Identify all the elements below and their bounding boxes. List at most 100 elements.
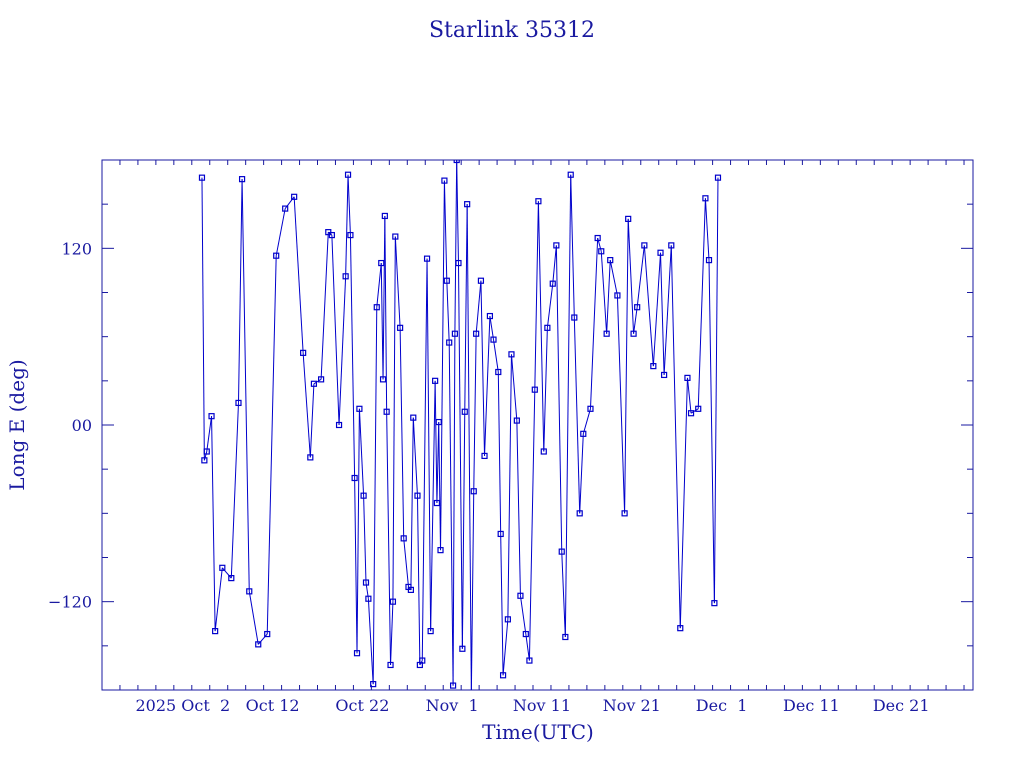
data-point — [370, 681, 377, 688]
data-point — [208, 413, 215, 420]
series-line-segment — [609, 260, 618, 296]
data-point — [614, 292, 621, 299]
data-point — [317, 376, 325, 383]
series-line-segment — [430, 380, 436, 632]
data-point — [347, 231, 354, 239]
y-tick-label: 120 — [61, 239, 92, 258]
y-tick-label: 00 — [72, 416, 92, 435]
data-point — [468, 689, 475, 690]
series-line-segment — [616, 295, 626, 514]
series-line-segment — [600, 251, 608, 334]
x-axis: 2025 Oct 2 Oct 12 Oct 22 Nov 1 Nov 11 Nov 21 D… — [101, 160, 965, 715]
data-point — [526, 657, 533, 664]
series-line-segment — [636, 245, 645, 308]
series-line-segment — [507, 354, 512, 620]
data-point — [634, 304, 641, 311]
data-point — [531, 386, 538, 393]
data-point — [255, 641, 262, 648]
data-point — [335, 421, 343, 429]
data-point — [714, 174, 722, 181]
series-line-segment — [456, 160, 459, 264]
series-line-segment — [384, 215, 388, 412]
series-line-segment — [525, 633, 530, 661]
series-line-segment — [502, 619, 509, 676]
series-line-segment — [589, 238, 599, 409]
data-point — [423, 255, 431, 262]
data-point — [414, 492, 421, 499]
series-line-segment — [660, 252, 665, 375]
data-point — [576, 510, 583, 517]
data-point — [407, 586, 414, 593]
series-line-segment — [461, 411, 466, 649]
series-line-segment — [380, 263, 384, 380]
series-line-segment — [412, 417, 418, 496]
series-line-segment — [446, 280, 450, 343]
data-point — [449, 682, 457, 689]
series-line-segment — [443, 180, 448, 281]
series-line-segment — [697, 198, 706, 409]
series-line-segment — [394, 236, 401, 328]
x-tick-label: Oct 22 — [335, 696, 389, 715]
series-line-segment — [345, 174, 349, 277]
series-group — [198, 160, 722, 690]
series-line-segment — [457, 263, 463, 649]
series-line-segment — [241, 179, 250, 592]
data-point — [198, 174, 206, 181]
series-line-segment — [686, 377, 692, 414]
series-line-segment — [347, 174, 351, 236]
series-line-segment — [489, 315, 494, 340]
data-point — [603, 330, 610, 337]
series-line-segment — [464, 204, 468, 412]
series-line-segment — [573, 317, 581, 514]
series-line-segment — [421, 258, 428, 661]
data-point — [499, 672, 507, 679]
series-line-segment — [537, 201, 545, 452]
series-line-segment — [690, 408, 699, 414]
data-point — [365, 595, 372, 602]
data-point — [455, 259, 462, 267]
series-line-segment — [230, 402, 239, 579]
data-point — [517, 592, 524, 599]
data-point — [362, 579, 370, 586]
series-line-segment — [358, 408, 365, 496]
y-axis: −120 00 120 — [48, 159, 973, 691]
data-point — [435, 418, 442, 426]
data-point — [481, 452, 488, 460]
series-line-segment — [416, 495, 421, 665]
data-point — [567, 171, 574, 178]
data-point — [433, 499, 441, 507]
data-point — [427, 628, 434, 635]
series-line-segment — [203, 451, 208, 461]
data-point — [360, 492, 367, 499]
series-line-segment — [237, 179, 243, 403]
data-point — [228, 575, 235, 582]
series-line-segment — [552, 245, 557, 284]
data-point — [580, 430, 587, 437]
data-point — [540, 448, 547, 455]
data-point — [378, 259, 385, 267]
data-point — [473, 330, 480, 337]
data-point — [437, 547, 444, 554]
data-point — [203, 448, 210, 455]
series-line-segment — [561, 551, 566, 638]
data-point — [201, 457, 208, 464]
series-line-segment — [367, 598, 374, 685]
data-point — [508, 351, 515, 358]
data-point — [310, 380, 318, 387]
data-point — [702, 195, 709, 202]
series-line-segment — [363, 495, 367, 583]
x-tick-label: Oct 12 — [246, 696, 300, 715]
data-point — [383, 408, 390, 415]
series-line-segment — [627, 218, 635, 334]
data-point — [432, 377, 439, 384]
data-point — [677, 625, 684, 632]
series-line-segment — [633, 307, 638, 334]
series-line-segment — [293, 196, 304, 353]
series-line-segment — [309, 383, 315, 458]
series-line-segment — [704, 198, 710, 261]
series-line-segment — [534, 201, 539, 390]
data-point — [522, 630, 529, 638]
data-point — [307, 454, 314, 461]
data-point — [379, 376, 387, 383]
data-point — [344, 171, 352, 178]
